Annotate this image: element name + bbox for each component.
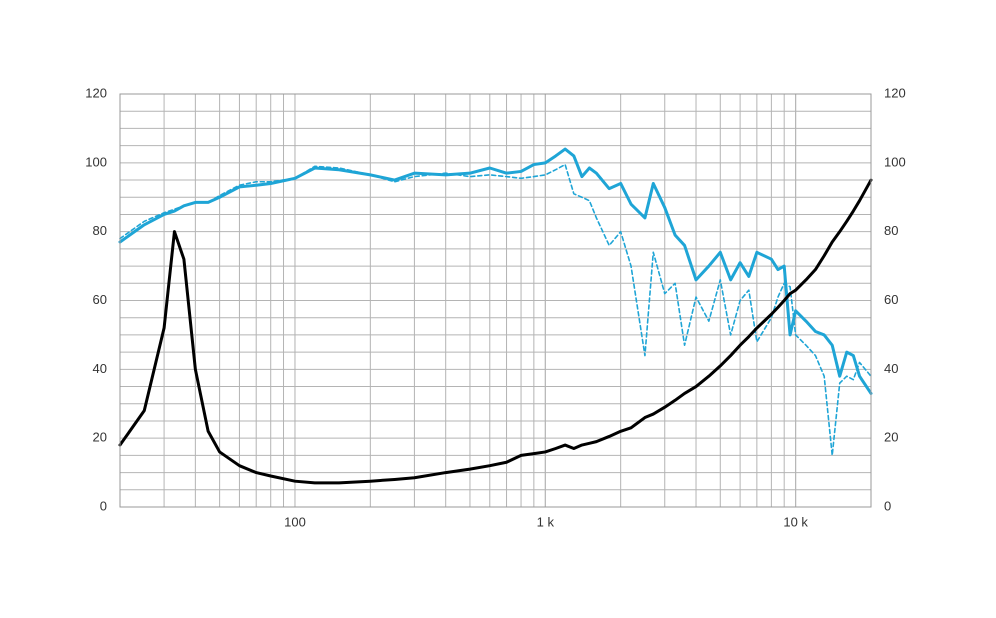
x-tick-label: 1 k: [537, 514, 555, 529]
y-tick-label: 100: [85, 154, 107, 169]
y2-tick-label: 20: [884, 430, 898, 445]
y-tick-label: 20: [93, 430, 107, 445]
y2-tick-label: 100: [884, 154, 906, 169]
y2-tick-label: 0: [884, 498, 891, 513]
series-line: [119, 163, 872, 457]
grid: 0 20 40 60 80 100 120 0 20 40 60 80 100 120 100 1 k 10 k: [85, 85, 905, 529]
y-tick-label: 80: [93, 223, 107, 238]
y2-tick-label: 120: [884, 85, 906, 100]
y-tick-label: 120: [85, 85, 107, 100]
y-tick-label: 60: [93, 292, 107, 307]
y2-tick-label: 40: [884, 361, 898, 376]
y-tick-label: 0: [100, 498, 107, 513]
plot: [118, 147, 873, 485]
y-tick-label: 40: [93, 361, 107, 376]
y2-tick-label: 60: [884, 292, 898, 307]
plot-frame: [119, 93, 872, 508]
y2-tick-label: 80: [884, 223, 898, 238]
series-line: [118, 178, 873, 485]
x-tick-label: 100: [284, 514, 306, 529]
series-line: [118, 147, 873, 395]
x-tick-label: 10 k: [783, 514, 808, 529]
